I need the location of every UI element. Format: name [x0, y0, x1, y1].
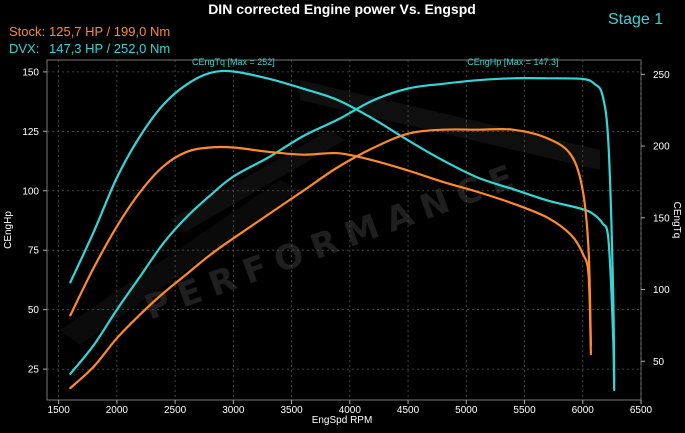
- annotations: CEngTq [Max = 252] CEngHp [Max = 147.3]: [192, 57, 559, 67]
- y-right-tick-label: 200: [653, 142, 670, 153]
- series-line-dvx-cengtq: [69, 69, 616, 392]
- x-tick-label: 3000: [222, 405, 245, 416]
- series-line-stock-cengtq: [69, 145, 592, 356]
- y-left-tick-label: 125: [22, 127, 39, 138]
- x-tick-label: 1500: [48, 405, 71, 416]
- x-tick-label: 2000: [106, 405, 129, 416]
- series-group: [69, 69, 616, 392]
- series-line-stock-cenghp: [69, 127, 592, 390]
- legend-stock-value: 125,7 HP / 199,0 Nm: [49, 24, 170, 39]
- grid: [47, 60, 642, 400]
- y-left-tick-label: 150: [22, 67, 39, 78]
- y-left-tick-label: 75: [28, 246, 40, 257]
- chart-title: DIN corrected Engine power Vs. Engspd: [208, 1, 476, 17]
- y-right-axis-title: CEngTq: [671, 202, 682, 239]
- watermark-stripe: [300, 80, 600, 170]
- series-line-dvx-cenghp: [69, 77, 616, 383]
- x-tick-label: 3500: [280, 405, 303, 416]
- y-left-tick-label: 25: [28, 365, 40, 376]
- x-tick-label: 2500: [164, 405, 187, 416]
- x-tick-label: 6000: [572, 405, 595, 416]
- annotation-label: CEngHp [Max = 147.3]: [467, 57, 558, 67]
- x-tick-label: 5000: [455, 405, 478, 416]
- y-right-tick-label: 150: [653, 213, 670, 224]
- x-tick-label: 4500: [397, 405, 420, 416]
- x-axis-title: EngSpd RPM: [312, 415, 373, 426]
- y-left-axis-title: CEngHp: [3, 211, 14, 249]
- legend-dvx-label: DVX:: [9, 41, 39, 56]
- y-right-tick-label: 50: [653, 357, 665, 368]
- legend-dvx-value: 147,3 HP / 252,0 Nm: [49, 41, 170, 56]
- y-right-tick-label: 100: [653, 285, 670, 296]
- legend-stock-label: Stock:: [9, 24, 45, 39]
- x-tick-label: 5500: [513, 405, 536, 416]
- x-axis-ticks: 1500 2000 2500 3000 3500 4000 4500 5000 5500 6000…: [48, 400, 653, 416]
- x-tick-label: 4000: [339, 405, 362, 416]
- y-left-tick-label: 50: [28, 305, 40, 316]
- y-right-tick-label: 250: [653, 70, 670, 81]
- stage-label: Stage 1: [608, 11, 663, 28]
- x-tick-label: 6500: [630, 405, 653, 416]
- y-right-axis-ticks: 50 100 150 200 250: [641, 70, 670, 368]
- y-left-axis-ticks: 25 50 75 100 125 150: [22, 67, 47, 376]
- annotation-label: CEngTq [Max = 252]: [192, 57, 275, 67]
- y-left-tick-label: 100: [22, 186, 39, 197]
